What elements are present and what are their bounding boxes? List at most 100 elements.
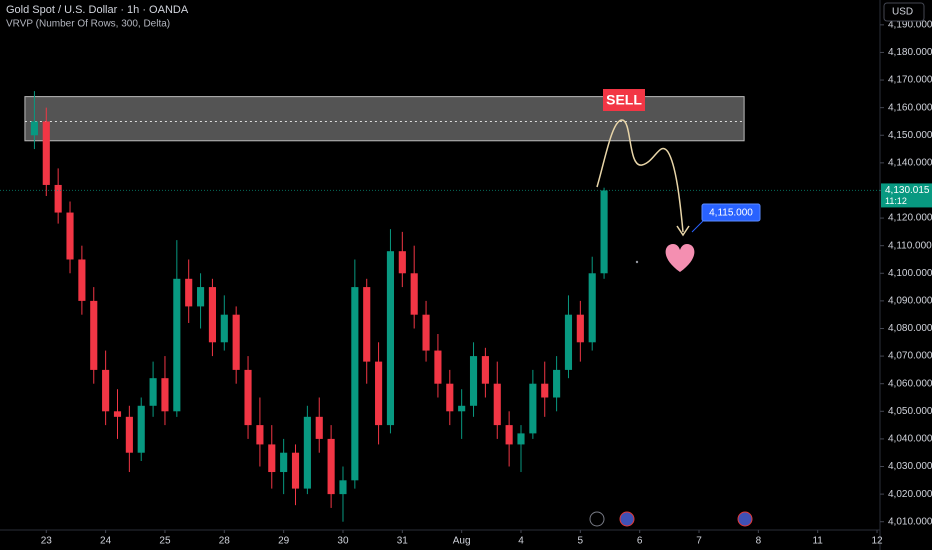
candle-body <box>197 287 205 307</box>
x-tick-label: 28 <box>219 536 231 547</box>
sell-badge <box>603 89 645 111</box>
y-tick-label: 4,160.000 <box>888 102 932 113</box>
candle-body <box>469 356 478 406</box>
y-tick-label: 4,140.000 <box>888 158 932 169</box>
candle-body <box>422 314 430 351</box>
candle-body <box>564 314 573 370</box>
indicator-label: VRVP (Number Of Rows, 300, Delta) <box>6 19 170 30</box>
candle-body <box>398 251 406 274</box>
y-tick-label: 4,010.000 <box>888 516 932 527</box>
candle-body <box>54 184 62 213</box>
candle-body <box>232 314 240 370</box>
y-tick-label: 4,190.000 <box>888 19 932 30</box>
candle-body <box>220 314 228 343</box>
candle-body <box>291 452 300 489</box>
y-tick-label: 4,150.000 <box>888 130 932 141</box>
x-tick-label: 12 <box>871 536 883 547</box>
candle-body <box>458 405 466 412</box>
candle-body <box>208 287 216 343</box>
candle-body <box>446 383 454 412</box>
target-badge <box>701 203 761 222</box>
y-tick-label: 4,170.000 <box>888 75 932 86</box>
x-tick-label: 25 <box>159 536 171 547</box>
event-icon[interactable] <box>737 511 753 527</box>
candle-body <box>185 278 193 307</box>
currency-button[interactable] <box>883 2 925 22</box>
candle-body <box>588 273 596 343</box>
event-icon[interactable] <box>619 511 635 527</box>
dot <box>635 260 639 264</box>
y-tick-label: 4,020.000 <box>888 489 932 500</box>
x-tick-label: 7 <box>696 536 702 547</box>
candle-body <box>244 369 252 426</box>
x-tick-label: 6 <box>637 536 643 547</box>
candle-body <box>327 438 335 495</box>
currency-label[interactable]: USD <box>892 7 913 18</box>
last-price-label: 4,130.015 <box>885 185 930 196</box>
heart-icon <box>665 244 695 272</box>
countdown-label: 11:12 <box>885 196 907 206</box>
candle-body <box>505 425 513 445</box>
x-tick-label: 30 <box>337 536 349 547</box>
x-tick-label: 29 <box>278 536 290 547</box>
candle-body <box>375 361 383 426</box>
candle-body <box>600 190 608 274</box>
candle-body <box>363 287 371 362</box>
y-tick-label: 4,060.000 <box>888 378 932 389</box>
candle-body <box>351 287 359 481</box>
candle-body <box>173 278 181 412</box>
candle-body <box>268 444 276 473</box>
chart-title: Gold Spot / U.S. Dollar · 1h · OANDA <box>6 4 189 16</box>
y-tick-label: 4,090.000 <box>888 296 932 307</box>
x-tick-label: Aug <box>453 536 471 547</box>
y-tick-label: 4,120.000 <box>888 213 932 224</box>
sell-label: SELL <box>606 92 642 108</box>
candle-body <box>280 452 288 473</box>
candle-body <box>339 480 347 495</box>
event-icon[interactable] <box>589 511 605 527</box>
candle-body <box>517 433 525 445</box>
candle-body <box>125 416 133 453</box>
arrow-head <box>676 225 690 237</box>
candle-body <box>303 416 311 489</box>
x-tick-label: 24 <box>100 536 112 547</box>
candle-body <box>493 383 501 426</box>
y-tick-label: 4,180.000 <box>888 47 932 58</box>
candle-body <box>137 405 145 453</box>
x-tick-label: 5 <box>578 536 584 547</box>
target-label: 4,115.000 <box>709 208 753 219</box>
candle-body <box>553 369 561 398</box>
drawn-curve <box>596 119 684 233</box>
candle-body <box>149 378 157 406</box>
candle-body <box>113 411 122 417</box>
last-price-badge <box>881 183 932 208</box>
x-tick-label: 23 <box>41 536 53 547</box>
candle-body <box>30 121 38 136</box>
candle-body <box>42 121 50 185</box>
candle-body <box>66 212 74 260</box>
candle-body <box>541 383 549 398</box>
x-tick-label: 31 <box>397 536 409 547</box>
y-tick-label: 4,030.000 <box>888 461 932 472</box>
candle-body <box>576 314 584 343</box>
y-tick-label: 4,070.000 <box>888 351 932 362</box>
candle-body <box>256 425 264 445</box>
y-tick-label: 4,040.000 <box>888 434 932 445</box>
candle-body <box>102 369 110 412</box>
candle-body <box>78 259 86 301</box>
y-tick-label: 4,100.000 <box>888 268 932 279</box>
x-tick-label: 4 <box>518 536 524 547</box>
candle-body <box>481 356 489 384</box>
candle-body <box>529 383 537 434</box>
candle-body <box>386 251 395 426</box>
callout-line <box>691 219 705 233</box>
x-tick-label: 11 <box>812 536 823 547</box>
candle-body <box>315 416 323 439</box>
candle-body <box>410 273 418 315</box>
y-tick-label: 4,050.000 <box>888 406 932 417</box>
y-tick-label: 4,110.000 <box>888 240 932 251</box>
x-tick-label: 8 <box>756 536 762 547</box>
